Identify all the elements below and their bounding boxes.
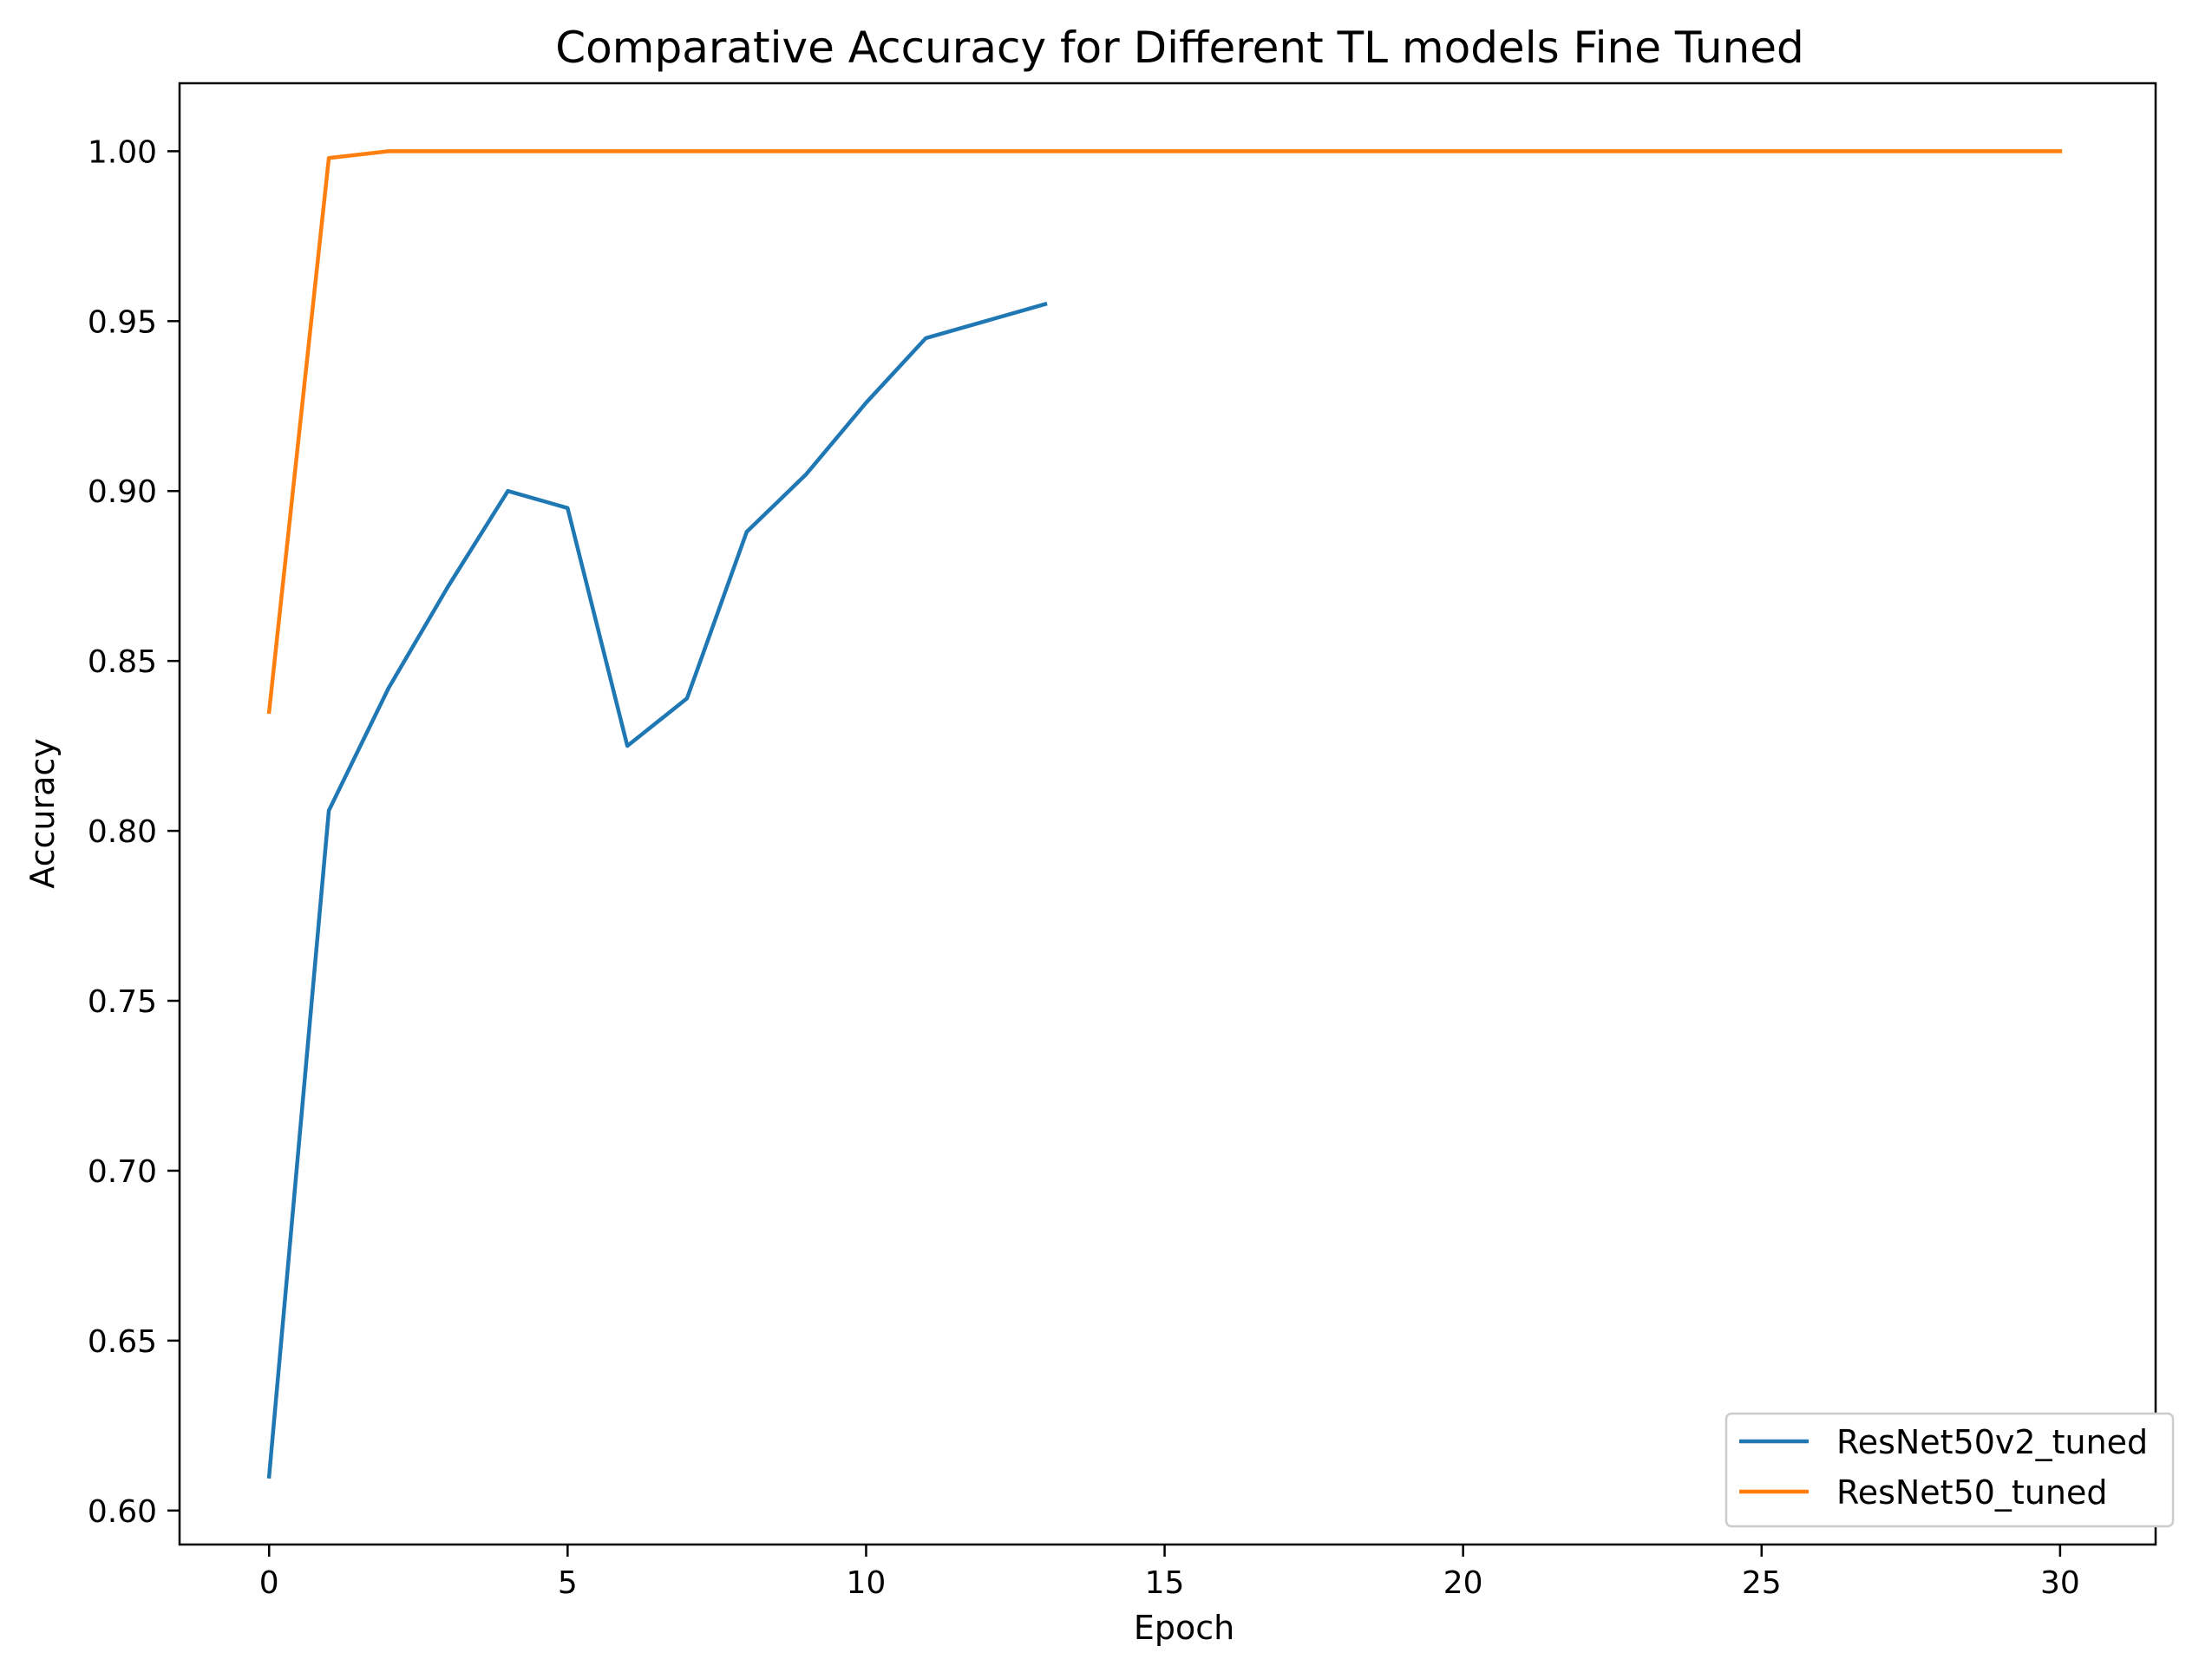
chart-title: Comparative Accuracy for Different TL mo… xyxy=(555,23,1803,73)
series-group xyxy=(266,149,2063,1479)
x-axis-ticks: 0 5 10 15 20 25 30 xyxy=(259,1545,2080,1601)
plot-frame xyxy=(178,82,2157,1546)
legend-box xyxy=(1724,1412,2175,1528)
y-tick-label-0.95: 0.95 xyxy=(88,304,157,340)
x-tick-label-20: 20 xyxy=(1443,1565,1483,1601)
y-tick-label-0.80: 0.80 xyxy=(88,814,157,850)
y-axis-label: Accuracy xyxy=(23,738,62,889)
x-tick-label-25: 25 xyxy=(1742,1565,1782,1601)
y-tick-label-1.00: 1.00 xyxy=(88,134,157,170)
legend-label-resnet50v2-tuned: ResNet50v2_tuned xyxy=(1836,1423,2148,1461)
x-tick-label-30: 30 xyxy=(2040,1565,2080,1601)
y-tick-label-0.60: 0.60 xyxy=(88,1494,157,1530)
legend: ResNet50v2_tuned ResNet50_tuned xyxy=(1724,1412,2175,1528)
x-tick-label-15: 15 xyxy=(1145,1565,1185,1601)
x-tick-label-5: 5 xyxy=(558,1565,578,1601)
y-axis-ticks: 0.60 0.65 0.70 0.75 0.80 0.85 0.90 0.95 1.00 xyxy=(88,134,180,1530)
legend-label-resnet50-tuned: ResNet50_tuned xyxy=(1836,1473,2108,1512)
series-line-resnet50v2-tuned xyxy=(266,301,1048,1479)
y-tick-label-0.65: 0.65 xyxy=(88,1324,157,1360)
x-tick-label-10: 10 xyxy=(847,1565,887,1601)
y-tick-label-0.90: 0.90 xyxy=(88,474,157,510)
x-axis-label: Epoch xyxy=(1134,1609,1234,1647)
y-tick-label-0.85: 0.85 xyxy=(88,644,157,680)
y-tick-label-0.75: 0.75 xyxy=(88,984,157,1020)
y-tick-label-0.70: 0.70 xyxy=(88,1154,157,1190)
series-line-resnet50-tuned xyxy=(266,149,2063,715)
x-tick-label-0: 0 xyxy=(259,1565,279,1601)
